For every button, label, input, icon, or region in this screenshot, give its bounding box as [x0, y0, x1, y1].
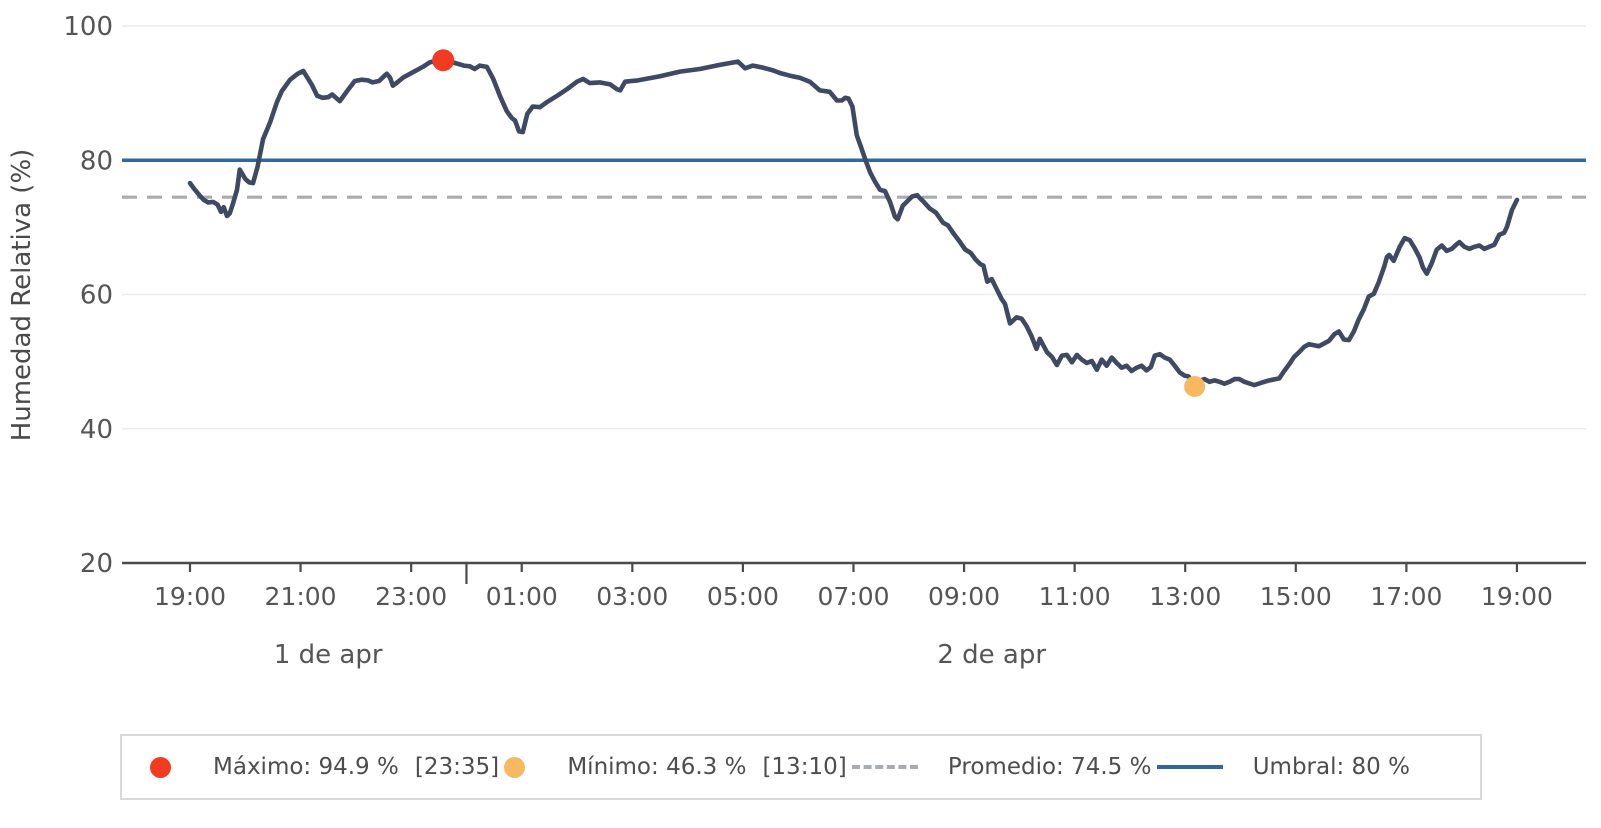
- legend-item-minimo: Mínimo: 46.3 % [13:10]: [504, 754, 847, 780]
- y-tick-label: 40: [80, 415, 113, 445]
- x-tick-label: 19:00: [1481, 582, 1553, 611]
- x-tick-label: 19:00: [154, 582, 226, 611]
- x-tick-label: 03:00: [596, 582, 668, 611]
- x-tick-label: 11:00: [1039, 582, 1111, 611]
- x-tick-label: 23:00: [375, 582, 447, 611]
- chart-legend: Máximo: 94.9 % [23:35] Mínimo: 46.3 % [1…: [120, 734, 1482, 800]
- legend-item-umbral: Umbral: 80 %: [1156, 754, 1410, 780]
- threshold-line-icon: [1156, 765, 1223, 769]
- max-point-dot: [432, 49, 455, 72]
- x-tick-label: 09:00: [928, 582, 1000, 611]
- date-label: 1 de apr: [274, 640, 383, 670]
- x-tick-label: 13:00: [1149, 582, 1221, 611]
- max-dot-icon: [150, 756, 171, 778]
- x-tick-label: 05:00: [707, 582, 779, 611]
- legend-item-promedio: Promedio: 74.5 %: [851, 754, 1152, 780]
- legend-label-umbral: Umbral: 80 %: [1252, 754, 1410, 780]
- legend-label-minimo: Mínimo: 46.3 %: [567, 754, 747, 780]
- min-dot-icon: [504, 756, 526, 778]
- y-axis-title: Humedad Relativa (%): [7, 149, 37, 442]
- x-tick-label: 21:00: [265, 582, 337, 611]
- y-tick-label: 80: [80, 146, 113, 176]
- legend-time-minimo: [13:10]: [762, 754, 847, 780]
- x-tick-label: 01:00: [486, 582, 558, 611]
- x-tick-label: 07:00: [817, 582, 889, 611]
- date-label: 2 de apr: [937, 640, 1046, 670]
- legend-label-promedio: Promedio: 74.5 %: [947, 754, 1152, 780]
- humidity-line: [187, 57, 1520, 388]
- min-point-dot: [1184, 375, 1206, 397]
- legend-time-maximo: [23:35]: [414, 754, 500, 780]
- average-dash-icon: [851, 765, 918, 769]
- legend-item-maximo: Máximo: 94.9 % [23:35]: [150, 754, 499, 780]
- y-tick-label: 60: [80, 281, 113, 311]
- x-tick-label: 17:00: [1370, 582, 1442, 611]
- y-tick-label: 100: [63, 12, 113, 42]
- legend-label-maximo: Máximo: 94.9 %: [213, 754, 399, 780]
- x-tick-label: 15:00: [1260, 582, 1332, 611]
- y-tick-label: 20: [80, 549, 113, 579]
